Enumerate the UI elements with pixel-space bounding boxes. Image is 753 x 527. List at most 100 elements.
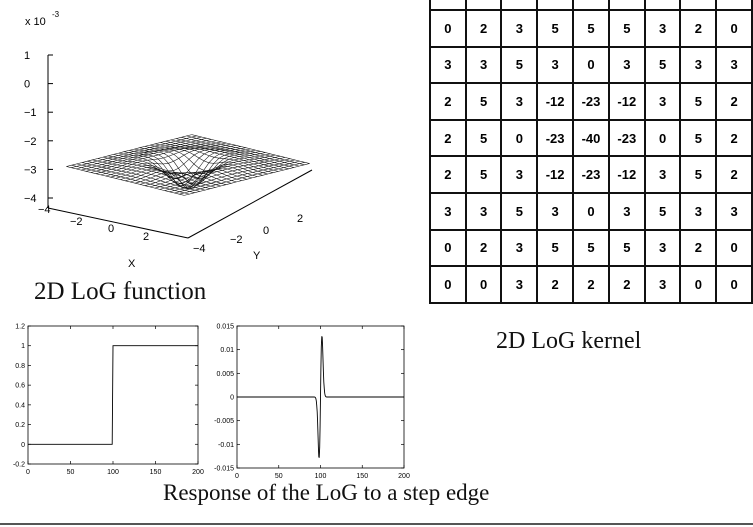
kernel-cell: 3	[464, 191, 503, 231]
kernel-cell: 3	[500, 82, 539, 121]
kernel-cell-partial	[536, 0, 575, 11]
x-axis-label: X	[128, 258, 136, 270]
kernel-cell-partial	[643, 0, 682, 11]
kernel-cell-partial	[679, 0, 718, 11]
x-tick-label: 2	[143, 231, 149, 243]
kernel-cell: 2	[429, 82, 467, 121]
y-tick-label: 0	[21, 442, 25, 449]
mesh-line	[186, 135, 305, 166]
series-line	[237, 336, 404, 458]
kernel-cell: 5	[679, 82, 718, 121]
y-axis-label: Y	[253, 250, 261, 262]
kernel-cell: -23	[536, 118, 575, 158]
x-axis-ticks: −4 −2 0 2	[38, 204, 149, 243]
kernel-cell: 2	[464, 228, 503, 268]
x-tick-label: 100	[315, 473, 327, 480]
y-tick-label: -0.015	[214, 466, 234, 473]
z-axis-ticks: 1 0 −1 −2 −3 −4	[24, 50, 53, 205]
kernel-cell: -40	[572, 118, 610, 158]
mesh-line	[71, 135, 197, 168]
kernel-cell: 3	[500, 228, 539, 268]
kernel-cell-partial	[572, 0, 610, 11]
y-tick-label: 0.005	[216, 371, 234, 378]
x-tick-label: 50	[275, 473, 283, 480]
kernel-cell: 2	[715, 118, 753, 158]
mesh-line	[181, 137, 300, 167]
kernel-cell: 5	[536, 228, 575, 268]
kernel-cell: -23	[572, 155, 610, 194]
y-tick-label: 0.4	[15, 402, 25, 409]
kernel-cell: 0	[464, 265, 503, 304]
y-axis-ticks: −4 −2 0 2	[193, 213, 303, 255]
mesh-line	[81, 137, 207, 171]
y-tick-label: 1	[21, 343, 25, 350]
kernel-cell: 5	[679, 118, 718, 158]
kernel-cell: 2	[429, 118, 467, 158]
mesh-line	[76, 136, 202, 170]
kernel-cell: 0	[429, 228, 467, 268]
kernel-cell: 3	[643, 265, 682, 304]
kernel-cell: 5	[607, 9, 646, 48]
kernel-cell: 2	[679, 228, 718, 268]
x-tick-label: −4	[38, 204, 51, 216]
x-tick-label: 150	[150, 469, 162, 476]
bottom-divider	[0, 523, 753, 525]
kernel-cell-partial	[464, 0, 503, 11]
mesh-line	[66, 166, 185, 196]
mesh-line	[66, 134, 192, 167]
kernel-cell: 0	[572, 191, 610, 231]
kernel-cell: 2	[536, 265, 575, 304]
kernel-cell: 0	[429, 265, 467, 304]
kernel-cell: 2	[464, 9, 503, 48]
kernel-cell: 3	[715, 45, 753, 85]
kernel-cell: 5	[679, 155, 718, 194]
kernel-cell: 0	[500, 118, 539, 158]
y-tick-label: 0.2	[15, 422, 25, 429]
kernel-cell: 5	[500, 45, 539, 85]
kernel-cell: 3	[607, 45, 646, 85]
kernel-row: 2 5 0 -23 -40 -23 0 5 2	[429, 118, 753, 158]
kernel-row-partial	[429, 0, 753, 11]
kernel-cell: 3	[607, 191, 646, 231]
kernel-cell: 0	[572, 45, 610, 85]
series-line	[28, 345, 198, 445]
kernel-cell: 2	[715, 155, 753, 194]
z-tick-label: −4	[24, 193, 37, 205]
kernel-cell: 5	[536, 9, 575, 48]
kernel-cell: 3	[500, 265, 539, 304]
kernel-cell: 2	[715, 82, 753, 121]
z-tick-label: 0	[24, 79, 30, 91]
y-tick-label: 0.015	[216, 324, 234, 331]
x-tick-label: −2	[70, 216, 83, 228]
kernel-cell-partial	[715, 0, 753, 11]
z-tick-label: 1	[24, 50, 30, 62]
z-tick-label: −2	[24, 136, 37, 148]
z-exponent-label: x 10	[25, 16, 46, 28]
y-tick-label: 0.01	[220, 347, 234, 354]
kernel-cell: 3	[679, 191, 718, 231]
z-tick-label: −1	[24, 107, 37, 119]
kernel-row: 2 5 3 -12 -23 -12 3 5 2	[429, 155, 753, 194]
kernel-cell: 5	[607, 228, 646, 268]
kernel-cell: 0	[715, 9, 753, 48]
kernel-cell: 3	[643, 155, 682, 194]
log-kernel-table: 0 2 3 5 5 5 3 2 0 3 3 5 3 0 3 5 3 3 2 5 3 -12 -23 -12 3 5 2 2 5 0 -23-…	[429, 0, 753, 304]
kernel-cell: 3	[643, 228, 682, 268]
log-function-caption: 2D LoG function	[34, 278, 207, 305]
z-tick-label: −3	[24, 164, 37, 176]
y-tick-label: −4	[193, 243, 206, 255]
y-tick-label: 0	[263, 225, 269, 237]
kernel-cell: 5	[572, 228, 610, 268]
mesh-line	[176, 138, 294, 168]
y-tick-label: -0.005	[214, 418, 234, 425]
y-tick-label: 1.2	[15, 324, 25, 331]
kernel-cell: 3	[715, 191, 753, 231]
x-tick-label: 0	[108, 223, 114, 235]
y-tick-label: 0.6	[15, 383, 25, 390]
mesh-line	[85, 139, 212, 172]
kernel-cell: 2	[429, 155, 467, 194]
kernel-cell: 5	[464, 155, 503, 194]
